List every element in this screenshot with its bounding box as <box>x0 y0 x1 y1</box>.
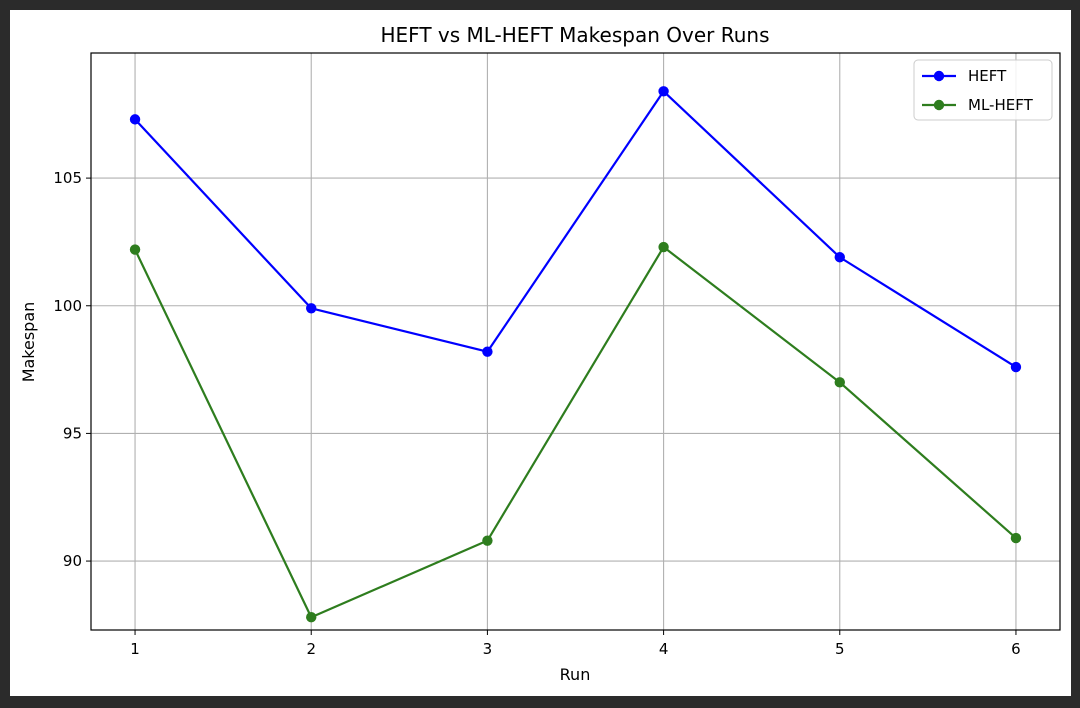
legend: HEFT ML-HEFT <box>913 59 1053 121</box>
grid-layer <box>91 53 1060 630</box>
data-point <box>306 612 317 623</box>
legend-item: HEFT <box>922 67 1007 85</box>
legend-item: ML-HEFT <box>922 96 1034 114</box>
legend-marker-swatch <box>933 70 945 82</box>
series-ml-heft <box>129 241 1022 623</box>
x-tick-label: 1 <box>130 640 140 658</box>
data-point <box>129 114 141 125</box>
data-point <box>1010 532 1022 544</box>
y-tick-label: 105 <box>53 169 82 187</box>
legend-items: HEFT ML-HEFT <box>922 67 1034 114</box>
figure-frame: 1 2 3 4 5 6 90 95 100 105 HEFT vs ML-HEFT Makespa… <box>10 10 1071 696</box>
x-tick-label: 5 <box>835 640 845 658</box>
data-point <box>482 535 493 546</box>
series-line <box>134 90 1017 368</box>
legend-label: HEFT <box>968 67 1007 85</box>
plot-area-border <box>90 52 1061 631</box>
y-tick-label: 100 <box>53 297 82 315</box>
data-point <box>1010 361 1022 373</box>
y-tick-label: 90 <box>63 552 82 570</box>
data-point <box>658 86 669 97</box>
chart-title: HEFT vs ML-HEFT Makespan Over Runs <box>380 23 769 47</box>
x-tick-label: 6 <box>1011 640 1021 658</box>
data-point <box>658 241 669 253</box>
y-axis-label: Makespan <box>19 302 38 383</box>
y-tick-label: 95 <box>63 424 82 442</box>
x-tick-label: 3 <box>483 640 493 658</box>
legend-label: ML-HEFT <box>968 96 1034 114</box>
series-line <box>134 245 1017 619</box>
data-point <box>834 252 845 263</box>
data-point <box>834 377 845 388</box>
x-tick-label: 4 <box>659 640 669 658</box>
legend-marker-swatch <box>933 99 945 111</box>
x-axis-label: Run <box>560 665 591 684</box>
x-tick-label: 2 <box>306 640 316 658</box>
data-point <box>482 346 493 357</box>
line-chart: 1 2 3 4 5 6 90 95 100 105 HEFT vs ML-HEFT Makespa… <box>19 23 1061 684</box>
series-layer <box>129 86 1022 623</box>
tick-layer: 1 2 3 4 5 6 90 95 100 105 <box>53 169 1020 658</box>
data-point <box>129 244 141 255</box>
series-heft <box>129 86 1022 373</box>
data-point <box>306 303 317 314</box>
